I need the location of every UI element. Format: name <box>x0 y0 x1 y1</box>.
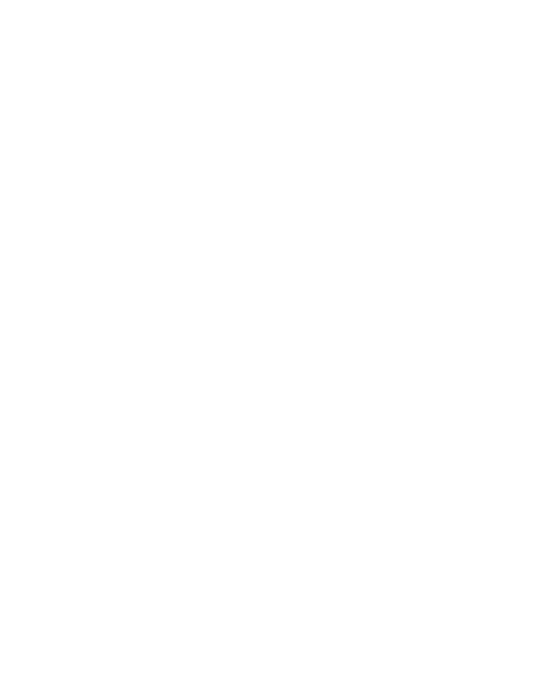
Text: B: B <box>10 365 24 383</box>
Text: E: E <box>322 416 334 434</box>
Text: G: G <box>460 547 475 565</box>
Text: C: C <box>502 365 515 383</box>
Text: A: A <box>18 25 32 43</box>
Text: D: D <box>10 689 25 699</box>
Text: F: F <box>518 522 530 540</box>
